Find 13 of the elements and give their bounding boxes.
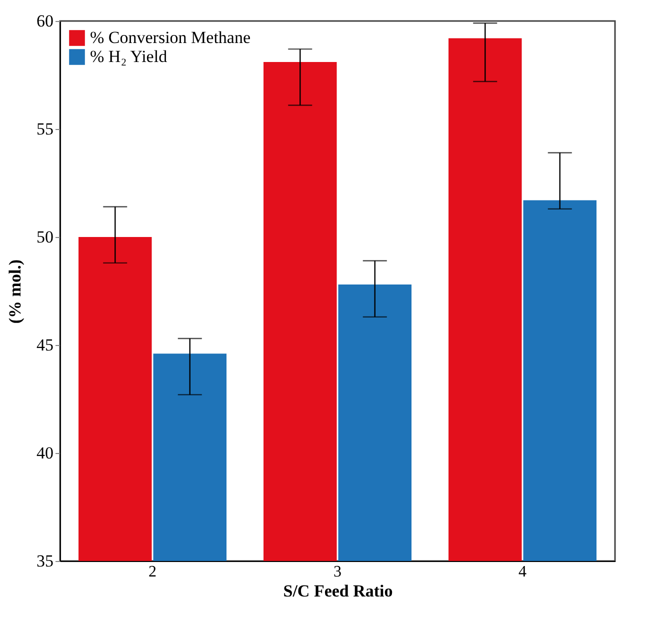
y-tick-label: 45	[36, 336, 54, 354]
x-tick-label: 2	[148, 564, 156, 580]
y-tick-label: 40	[36, 444, 54, 462]
y-axis-title: (% mol.)	[6, 259, 24, 324]
x-tick-label: 4	[518, 564, 526, 580]
x-tick-label: 3	[334, 564, 342, 580]
legend-label: % Conversion Methane	[90, 28, 251, 47]
legend-label: % H₂ Yield	[90, 47, 168, 66]
y-tick-label: 55	[36, 120, 54, 138]
y-tick-label: 60	[36, 12, 54, 30]
y-tick-label: 50	[36, 228, 54, 246]
x-axis-title: S/C Feed Ratio	[283, 582, 393, 600]
y-tick-label: 35	[36, 552, 54, 570]
